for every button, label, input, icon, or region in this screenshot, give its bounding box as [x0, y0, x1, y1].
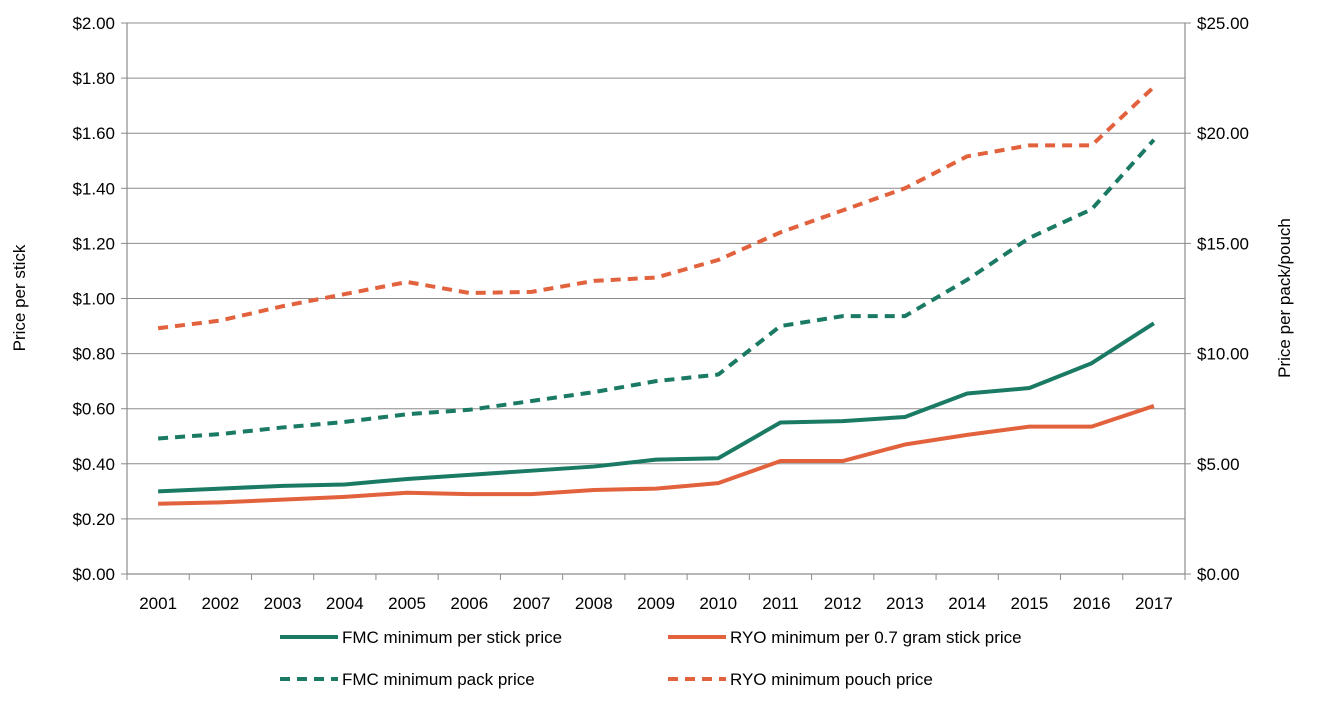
series-line-4	[157, 85, 1156, 331]
right-y-tick-label: $0.00	[1197, 565, 1240, 584]
left-y-tick-label: $1.00	[72, 290, 115, 309]
series-line-3	[157, 138, 1156, 441]
legend-item: RYO minimum per 0.7 gram stick price	[668, 628, 1022, 647]
legend-item: FMC minimum pack price	[280, 670, 535, 689]
x-tick-label: 2002	[201, 594, 239, 613]
legend-label: FMC minimum pack price	[342, 670, 535, 689]
legend-label: RYO minimum pouch price	[730, 670, 933, 689]
legend-item: FMC minimum per stick price	[280, 628, 562, 647]
x-tick-label: 2017	[1135, 594, 1173, 613]
x-tick-label: 2016	[1073, 594, 1111, 613]
x-tick-label: 2006	[450, 594, 488, 613]
right-y-tick-label: $25.00	[1197, 14, 1249, 33]
legend-item: RYO minimum pouch price	[668, 670, 933, 689]
x-tick-label: 2003	[264, 594, 302, 613]
x-tick-label: 2008	[575, 594, 613, 613]
x-tick-label: 2007	[513, 594, 551, 613]
x-tick-label: 2004	[326, 594, 364, 613]
left-y-axis-title: Price per stick	[10, 244, 29, 351]
legend-label: RYO minimum per 0.7 gram stick price	[730, 628, 1022, 647]
left-y-tick-label: $0.20	[72, 510, 115, 529]
left-y-tick-label: $0.00	[72, 565, 115, 584]
x-tick-label: 2013	[886, 594, 924, 613]
left-y-tick-label: $0.60	[72, 400, 115, 419]
left-y-tick-label: $1.20	[72, 234, 115, 253]
right-y-tick-label: $10.00	[1197, 345, 1249, 364]
x-tick-label: 2001	[139, 594, 177, 613]
legend-label: FMC minimum per stick price	[342, 628, 562, 647]
right-y-tick-label: $20.00	[1197, 124, 1249, 143]
x-tick-label: 2015	[1010, 594, 1048, 613]
left-y-tick-label: $1.80	[72, 69, 115, 88]
left-y-tick-label: $1.60	[72, 124, 115, 143]
series-lines	[157, 85, 1156, 506]
x-tick-label: 2005	[388, 594, 426, 613]
left-y-tick-labels: $0.00 $0.20 $0.40 $0.60 $0.80 $1.00 $1.20 $1.40…	[72, 14, 127, 584]
right-y-tick-label: $15.00	[1197, 234, 1249, 253]
x-tick-label: 2010	[699, 594, 737, 613]
gridlines	[127, 22, 1185, 520]
x-tick-label: 2009	[637, 594, 675, 613]
x-tick-label: 2014	[948, 594, 986, 613]
series-line-1	[158, 321, 1155, 494]
left-y-tick-label: $2.00	[72, 14, 115, 33]
x-tick-label: 2012	[824, 594, 862, 613]
left-y-tick-label: $0.80	[72, 345, 115, 364]
right-y-tick-labels: $0.00 $5.00 $10.00 $15.00 $20.00 $25.00	[1185, 14, 1249, 584]
right-y-axis-title: Price per pack/pouch	[1275, 218, 1294, 378]
series-line-2	[158, 404, 1155, 506]
legend: FMC minimum per stick price RYO minimum p…	[280, 628, 1022, 689]
left-y-tick-label: $1.40	[72, 179, 115, 198]
right-y-tick-label: $5.00	[1197, 455, 1240, 474]
x-tick-labels: 2001 2002 2003 2004 2005 2006 2007 2008 2009 2010…	[126, 574, 1186, 613]
x-tick-label: 2011	[762, 594, 799, 613]
left-y-tick-label: $0.40	[72, 455, 115, 474]
